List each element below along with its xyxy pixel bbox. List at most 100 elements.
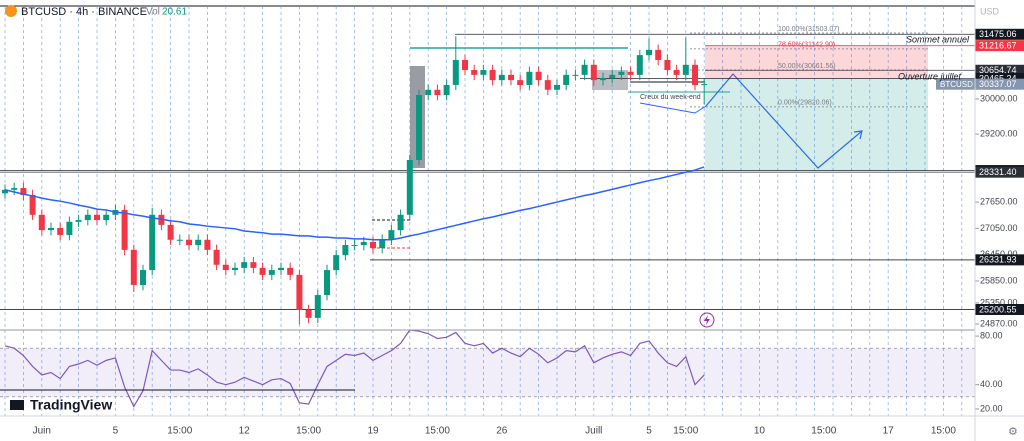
candle-body bbox=[351, 245, 358, 247]
annotation: Creux du week-end bbox=[640, 94, 701, 101]
level-tag bbox=[975, 303, 1024, 315]
y-tick-label: 25350.00 bbox=[980, 297, 1018, 307]
y-tick-label: 20.00 bbox=[980, 403, 1003, 413]
level-tag bbox=[975, 166, 1024, 178]
candle-body bbox=[268, 270, 275, 275]
moving-average bbox=[4, 166, 705, 241]
event-icon[interactable] bbox=[699, 312, 715, 328]
candle-body bbox=[498, 74, 505, 81]
candle-body bbox=[360, 241, 367, 246]
x-tick-label: 5 bbox=[113, 426, 119, 437]
level-label: 31216.67 bbox=[979, 41, 1017, 51]
candle-body bbox=[636, 55, 643, 75]
range-box bbox=[592, 70, 628, 90]
candle-body bbox=[664, 59, 671, 71]
candle-body bbox=[167, 224, 174, 240]
candle-body bbox=[646, 49, 652, 56]
candle-body bbox=[278, 267, 284, 271]
candle-body bbox=[397, 214, 404, 231]
level-label: 31475.06 bbox=[979, 29, 1017, 39]
y-tick-label: 80.00 bbox=[980, 330, 1003, 340]
level-tag bbox=[975, 40, 1024, 52]
level-tag bbox=[975, 73, 1024, 85]
grid bbox=[4, 6, 963, 416]
candle-body bbox=[673, 70, 680, 75]
x-tick-label: 15:00 bbox=[425, 426, 450, 437]
candle-body bbox=[250, 262, 257, 268]
candle-body bbox=[232, 267, 238, 271]
candle-body bbox=[186, 239, 192, 246]
y-tick-label: 24870.00 bbox=[980, 318, 1018, 328]
candle-body bbox=[213, 249, 220, 265]
candle-body bbox=[471, 70, 478, 75]
candle-body bbox=[305, 309, 312, 318]
settings-icon[interactable]: ⚙ bbox=[1008, 426, 1018, 438]
x-tick-label: Juin bbox=[33, 426, 51, 437]
level-label: 30465.24 bbox=[979, 73, 1017, 83]
indicator-value: 20.61 bbox=[162, 7, 187, 18]
candle-body bbox=[517, 80, 524, 85]
event-icon-bolt bbox=[704, 315, 710, 325]
candle-body bbox=[544, 80, 551, 90]
candle-body bbox=[57, 227, 64, 235]
candle-body bbox=[379, 239, 386, 249]
level-label: 28331.40 bbox=[979, 167, 1017, 177]
x-tick-label: 10 bbox=[754, 426, 766, 437]
candle-body bbox=[388, 230, 395, 240]
candle-body bbox=[434, 89, 441, 96]
level-tag bbox=[975, 28, 1024, 40]
candle-body bbox=[314, 295, 321, 318]
x-tick-label: 5 bbox=[646, 426, 652, 437]
currency: USD bbox=[980, 6, 1000, 16]
annotation: Sommet annuel bbox=[906, 34, 970, 44]
candle-body bbox=[121, 209, 128, 250]
last-price-tag-bg bbox=[936, 78, 975, 90]
candle-body bbox=[443, 84, 450, 96]
last-price-bg bbox=[975, 78, 1024, 90]
candle-body bbox=[627, 71, 634, 75]
x-tick-label: 15:00 bbox=[931, 426, 956, 437]
candle-body bbox=[324, 270, 330, 296]
level-tag bbox=[975, 64, 1024, 76]
x-tick-label: Juill bbox=[585, 426, 602, 437]
rsi-line bbox=[4, 329, 705, 408]
level-tag bbox=[975, 254, 1024, 266]
x-tick-label: 15:00 bbox=[673, 426, 698, 437]
candle-body bbox=[526, 71, 533, 85]
candle-body bbox=[462, 59, 468, 71]
annotation: Ouverture juillet bbox=[898, 71, 962, 81]
candle-body bbox=[600, 77, 606, 81]
candle-body bbox=[425, 89, 432, 96]
candle-body bbox=[590, 64, 597, 81]
candle-body bbox=[20, 188, 27, 196]
candle-body bbox=[572, 74, 579, 76]
projection-path bbox=[705, 73, 863, 169]
x-tick-label: 15:00 bbox=[296, 426, 321, 437]
candle-body bbox=[682, 64, 689, 75]
level-label: 30654.74 bbox=[979, 65, 1017, 75]
indicator-name: Vol bbox=[146, 7, 160, 18]
candle-body bbox=[287, 267, 294, 275]
plot: 30000.00 29200.00 27650.00 27050.00 26450.00… bbox=[0, 26, 1024, 437]
y-tick-label: 26450.00 bbox=[980, 249, 1018, 259]
candle-body bbox=[204, 239, 211, 250]
y-tick-label: 27650.00 bbox=[980, 196, 1018, 206]
level-label: 25200.55 bbox=[979, 304, 1017, 314]
candle-body bbox=[140, 270, 146, 285]
y-tick-label: 27050.00 bbox=[980, 223, 1018, 233]
candle-body bbox=[66, 221, 73, 235]
candle-body bbox=[75, 220, 82, 222]
candle-body bbox=[701, 84, 708, 86]
candle-body bbox=[103, 214, 110, 221]
fib-label: 100.00%(31503.07) bbox=[778, 26, 840, 33]
candle-body bbox=[554, 84, 560, 90]
candle-body bbox=[48, 227, 54, 231]
candle-body bbox=[2, 189, 8, 194]
candle-body bbox=[149, 214, 156, 271]
candle-body bbox=[84, 214, 91, 221]
last-price-label: 30337.07 bbox=[979, 79, 1017, 89]
logo-text: TradingView bbox=[30, 397, 112, 413]
candle-body bbox=[11, 188, 18, 190]
candle-body bbox=[29, 195, 36, 215]
